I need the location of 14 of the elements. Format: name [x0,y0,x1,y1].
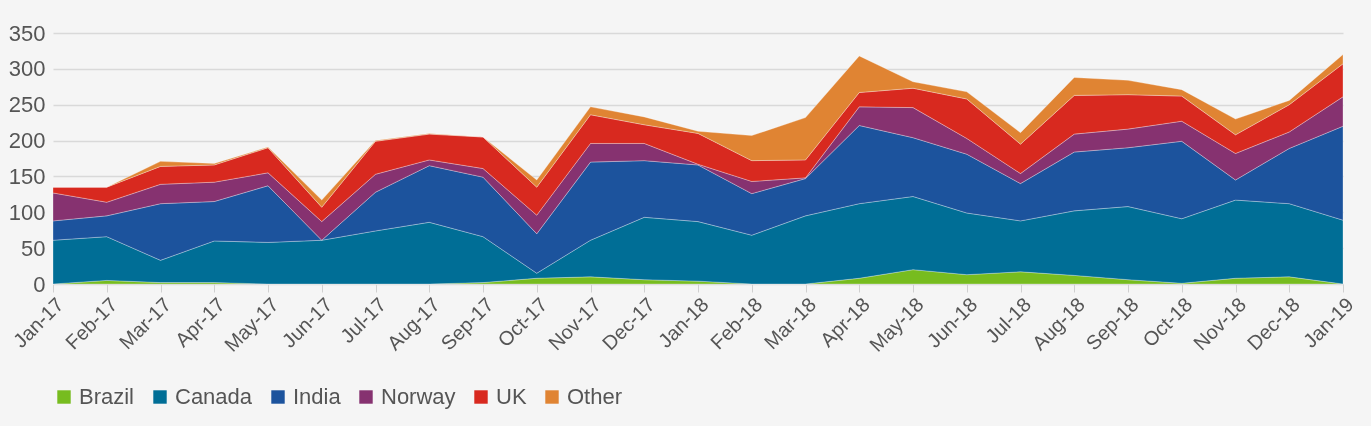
y-tick-label: 50 [21,235,46,261]
legend-label: Other [567,384,623,409]
y-tick-label: 350 [8,20,46,46]
y-tick-label: 0 [33,271,46,297]
y-tick-label: 300 [8,56,46,82]
y-tick-label: 100 [8,199,46,225]
legend-label: India [293,384,342,409]
y-tick-label: 250 [8,92,46,118]
legend-label: Norway [381,384,456,409]
y-tick-label: 200 [8,128,46,154]
y-tick-label: 150 [8,163,46,189]
legend-label: Brazil [79,384,135,409]
legend-label: UK [496,384,527,409]
legend-label: Canada [175,384,253,409]
